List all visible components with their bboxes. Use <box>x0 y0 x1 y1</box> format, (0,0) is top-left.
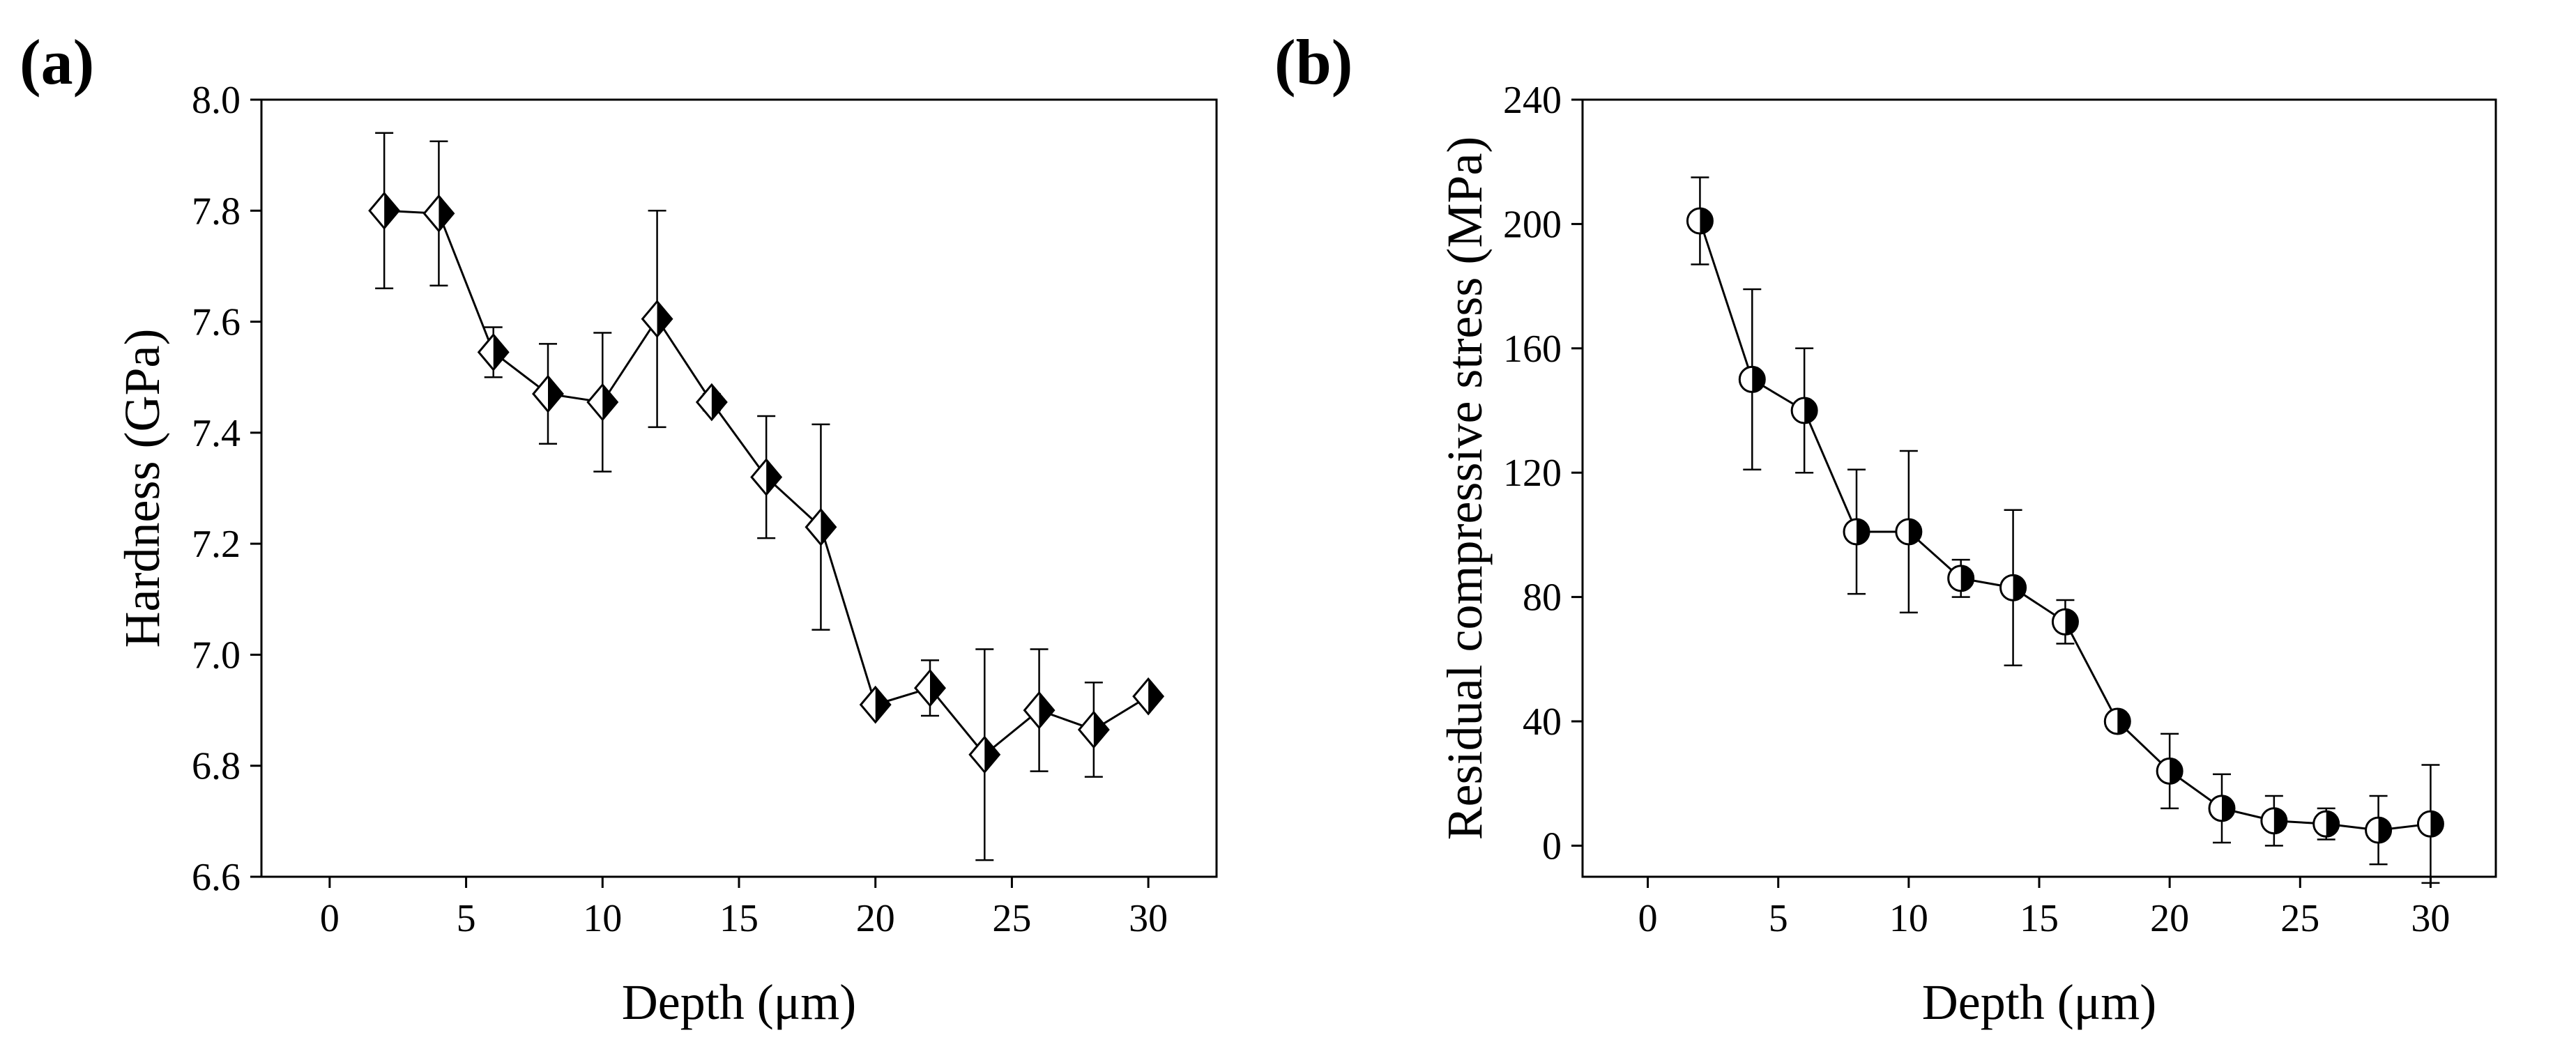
x-tick-label-b: 5 <box>1769 897 1788 940</box>
data-point-a <box>641 300 673 338</box>
data-point-a <box>477 333 510 371</box>
y-axis-title-b: Residual compressive stress (MPa) <box>1437 137 1493 841</box>
y-tick-label-a: 7.2 <box>192 523 241 566</box>
y-tick-label-b: 120 <box>1503 452 1562 495</box>
y-tick-label-a: 7.0 <box>192 634 241 677</box>
data-point-b <box>1999 574 2027 601</box>
data-point-b <box>2260 807 2288 835</box>
data-point-a <box>1077 710 1110 749</box>
y-tick-label-a: 6.8 <box>192 745 241 788</box>
data-point-b <box>1895 518 1923 546</box>
x-tick-label-a: 25 <box>992 897 1031 940</box>
x-axis-title-a: Depth (μm) <box>622 974 857 1030</box>
x-tick-label-a: 0 <box>320 897 340 940</box>
panel-label-a: (a) <box>20 26 94 98</box>
data-point-b <box>1790 397 1818 424</box>
x-tick-label-b: 25 <box>2280 897 2319 940</box>
chart-panel-b: (b) Depth (μm) Residual compressive stre… <box>1274 26 2497 1030</box>
y-tick-label-b: 160 <box>1503 328 1562 371</box>
data-point-b <box>2365 816 2393 844</box>
y-tick-label-b: 0 <box>1542 824 1562 868</box>
y-tick-label-b: 200 <box>1503 203 1562 246</box>
chart-panel-a: (a) Depth (μm) Hardness (GPa) 0 5 10 15 20 25… <box>20 26 1218 1030</box>
y-axis-title-a: Hardness (GPa) <box>114 329 170 648</box>
data-point-b <box>1843 518 1870 546</box>
data-point-b <box>2312 810 2340 838</box>
data-point-a <box>422 194 455 233</box>
x-tick-label-a: 30 <box>1129 897 1168 940</box>
x-tick-label-b: 30 <box>2411 897 2450 940</box>
data-point-a <box>532 374 564 413</box>
data-point-b <box>1738 365 1766 393</box>
data-point-b <box>2156 757 2183 785</box>
x-tick-label-b: 10 <box>1889 897 1928 940</box>
x-tick-label-a: 10 <box>583 897 622 940</box>
x-tick-label-a: 5 <box>457 897 476 940</box>
x-tick-label-a: 20 <box>856 897 895 940</box>
data-point-b <box>2208 795 2236 822</box>
x-axis-title-b: Depth (μm) <box>1922 974 2157 1030</box>
data-point-a <box>914 668 946 707</box>
data-point-a <box>368 191 401 230</box>
y-tick-label-b: 40 <box>1523 700 1562 744</box>
data-point-b <box>2103 707 2131 735</box>
data-point-a <box>586 383 619 422</box>
plot-frame-b <box>1581 98 2497 878</box>
data-point-b <box>1686 207 1714 235</box>
panel-label-b: (b) <box>1274 26 1352 98</box>
x-tick-label-b: 20 <box>2150 897 2189 940</box>
series-line-b <box>1699 220 2431 831</box>
x-tick-label-a: 15 <box>719 897 759 940</box>
data-point-a <box>1132 677 1165 716</box>
y-tick-label-a: 7.8 <box>192 190 241 233</box>
y-tick-label-b: 240 <box>1503 79 1562 122</box>
data-point-b <box>1947 565 1975 592</box>
data-point-a <box>968 735 1001 774</box>
y-tick-label-a: 7.6 <box>192 301 241 344</box>
data-point-a <box>695 383 728 422</box>
y-tick-label-a: 7.4 <box>192 412 241 455</box>
y-tick-label-a: 8.0 <box>192 79 241 122</box>
data-point-a <box>859 685 892 724</box>
x-tick-label-b: 15 <box>2020 897 2059 940</box>
data-point-a <box>1023 691 1055 730</box>
data-point-a <box>750 458 783 496</box>
x-tick-label-b: 0 <box>1638 897 1658 940</box>
data-point-b <box>2416 810 2444 838</box>
data-point-a <box>805 507 837 546</box>
plot-frame-a <box>260 98 1218 878</box>
y-tick-label-a: 6.6 <box>192 856 241 899</box>
y-tick-label-b: 80 <box>1523 576 1562 620</box>
data-point-b <box>2051 608 2079 636</box>
